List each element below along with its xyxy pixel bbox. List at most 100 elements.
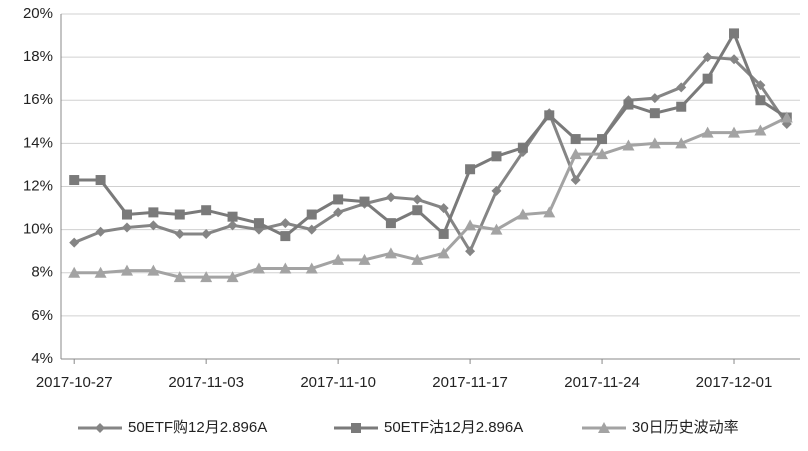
marker (438, 203, 449, 214)
marker (623, 99, 634, 110)
marker (279, 262, 292, 274)
marker (570, 175, 581, 186)
marker (94, 266, 107, 278)
legend-item: 50ETF沽12月2.896A (334, 419, 523, 436)
marker (728, 126, 741, 138)
marker (280, 218, 291, 229)
marker (649, 108, 660, 119)
marker (702, 73, 713, 84)
marker (437, 247, 450, 259)
marker (701, 126, 714, 138)
series-line (74, 116, 788, 279)
x-tick-label: 2017-11-03 (168, 374, 244, 391)
marker (332, 253, 345, 265)
marker (280, 231, 291, 242)
marker (438, 228, 449, 239)
marker (597, 134, 608, 145)
marker (148, 207, 159, 218)
marker (68, 266, 81, 278)
marker (465, 164, 476, 175)
marker (306, 224, 317, 235)
marker (516, 208, 529, 220)
marker (465, 246, 476, 257)
marker (676, 101, 687, 112)
marker (569, 148, 582, 160)
marker (95, 226, 106, 237)
marker (333, 207, 344, 218)
marker (121, 222, 132, 233)
legend-label: 50ETF沽12月2.896A (384, 419, 523, 436)
marker (675, 137, 688, 149)
marker (464, 219, 477, 231)
marker (173, 271, 186, 283)
series-line (73, 55, 789, 255)
marker (359, 196, 370, 207)
y-tick-label: 14% (23, 134, 53, 151)
marker (69, 175, 80, 186)
marker (226, 271, 239, 283)
marker (491, 151, 502, 162)
marker (147, 264, 160, 276)
x-tick-label: 2017-11-17 (432, 374, 508, 391)
marker (252, 262, 265, 274)
marker (622, 139, 635, 151)
marker (755, 95, 766, 106)
marker (570, 134, 581, 145)
y-tick-label: 18% (23, 48, 53, 65)
y-tick-label: 6% (31, 307, 53, 324)
marker (333, 194, 344, 205)
y-tick-label: 12% (23, 177, 53, 194)
marker (69, 237, 80, 248)
y-tick-label: 20% (23, 5, 53, 22)
marker (201, 205, 212, 216)
x-tick-label: 2017-11-24 (564, 374, 640, 391)
marker (358, 253, 371, 265)
marker (648, 137, 661, 149)
y-tick-label: 16% (23, 91, 53, 108)
x-tick-label: 2017-11-10 (300, 374, 376, 391)
marker (729, 54, 740, 65)
marker (351, 423, 361, 433)
marker (148, 220, 159, 231)
marker (201, 228, 212, 239)
x-tick-label: 2017-10-27 (36, 374, 113, 391)
legend-item: 50ETF购12月2.896A (78, 419, 267, 436)
marker (200, 271, 213, 283)
series-line (74, 29, 788, 238)
marker (306, 209, 317, 220)
marker (384, 247, 397, 259)
marker (649, 93, 660, 104)
y-tick-label: 8% (31, 264, 53, 281)
marker (385, 218, 396, 229)
legend-label: 30日历史波动率 (632, 419, 739, 436)
marker (411, 253, 424, 265)
marker (385, 192, 396, 203)
marker (755, 80, 766, 91)
marker (95, 175, 106, 186)
marker (412, 205, 423, 216)
y-tick-label: 10% (23, 221, 53, 238)
marker (121, 209, 132, 220)
marker (596, 148, 609, 160)
marker (544, 110, 555, 121)
marker (227, 220, 238, 231)
marker (95, 423, 105, 433)
marker (490, 223, 503, 235)
marker (729, 28, 740, 39)
marker (598, 422, 610, 433)
marker (412, 194, 423, 205)
marker (253, 218, 264, 229)
marker (305, 262, 318, 274)
marker (754, 124, 767, 136)
marker (174, 209, 185, 220)
legend-label: 50ETF购12月2.896A (128, 419, 267, 436)
marker (491, 185, 502, 196)
legend-item: 30日历史波动率 (582, 419, 739, 436)
x-tick-label: 2017-12-01 (696, 374, 773, 391)
marker (120, 264, 133, 276)
y-tick-label: 4% (31, 350, 53, 367)
marker (780, 111, 793, 123)
marker (174, 228, 185, 239)
marker (543, 206, 556, 218)
